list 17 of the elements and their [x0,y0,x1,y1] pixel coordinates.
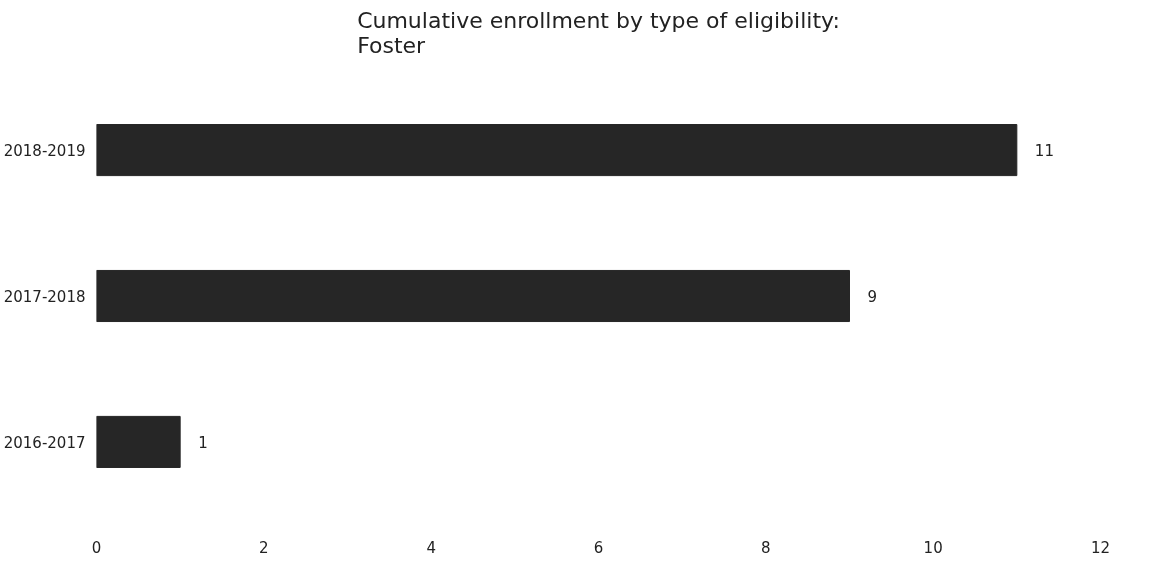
x-tick-label: 10 [923,538,943,557]
x-tick-label: 12 [1090,538,1111,557]
x-tick-label: 4 [426,538,436,557]
data-label: 11 [1034,142,1054,161]
y-tick-label: 2018-2019 [3,142,86,161]
x-tick-label: 8 [761,538,771,557]
bar [96,269,850,323]
x-tick-label: 2 [259,538,269,557]
y-tick-label: 2016-2017 [3,433,86,452]
chart-title: Cumulative enrollment by type of eligibility: Foster [357,7,840,58]
bar [96,415,181,468]
y-tick-label: 2017-2018 [3,288,86,306]
x-tick-label: 6 [593,538,604,557]
x-tick-label: 0 [91,538,102,557]
data-label: 9 [867,288,878,306]
bar [96,124,1018,177]
data-label: 1 [198,433,208,452]
